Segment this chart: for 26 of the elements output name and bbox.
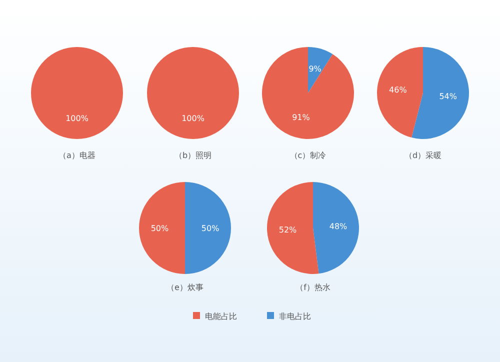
legend-label: 电能占比 (205, 312, 237, 321)
text: （c）制冷 (290, 151, 326, 160)
pie-slice (267, 182, 319, 274)
pie-slice (412, 47, 469, 139)
data-label: 52% (278, 225, 298, 234)
data-label: 91% (292, 113, 310, 122)
text: （d）采暖 (404, 151, 442, 160)
pie-slice (262, 47, 354, 139)
data-label: 54% (439, 92, 458, 101)
data-label: 46% (389, 86, 408, 95)
data-label: 50% (201, 224, 220, 233)
data-label: 48% (329, 222, 348, 232)
data-label: 100% (66, 114, 89, 124)
data-label: 50% (150, 224, 169, 233)
pie-slice (139, 182, 185, 274)
legend-label: 非电占比 (279, 312, 311, 321)
data-label: 100% (182, 114, 205, 124)
pie-slice (185, 182, 231, 274)
text: （a）电器 (58, 151, 96, 160)
data-label: 9% (308, 64, 322, 74)
pie-slice (313, 182, 359, 274)
text: （b）照明 (174, 151, 212, 160)
pie-slice (377, 47, 423, 138)
text: （e）炊事 (166, 283, 204, 292)
pie-slice (308, 47, 333, 93)
text: （f）热水 (296, 283, 330, 292)
